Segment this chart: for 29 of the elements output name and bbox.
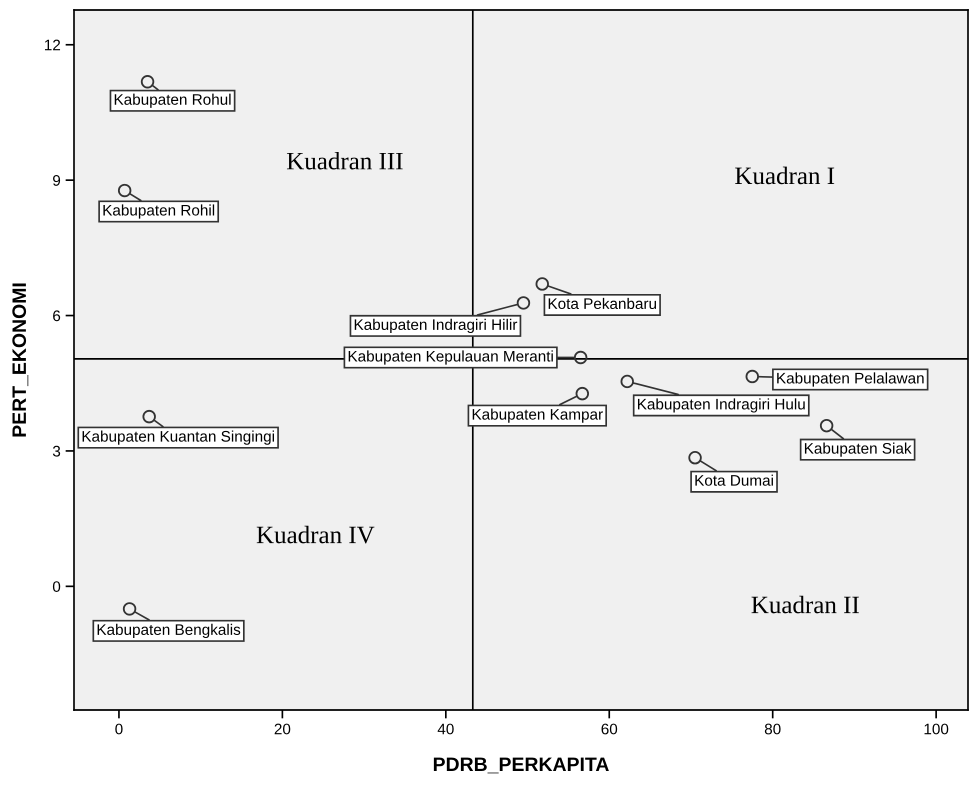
annotation: Kuadran IV xyxy=(256,526,374,544)
y-tick-label: 9 xyxy=(53,175,60,186)
data-label: Kabupaten Indragiri Hulu xyxy=(638,398,805,413)
data-label: Kabupaten Kuantan Singingi xyxy=(82,430,274,445)
x-tick-label: 80 xyxy=(764,724,781,734)
x-tick-label: 0 xyxy=(115,724,123,734)
data-label: Kabupaten Kampar xyxy=(472,408,603,423)
data-label: Kota Dumai xyxy=(695,474,773,486)
annotation: Kuadran III xyxy=(286,152,403,170)
data-label: Kota Pekanbaru xyxy=(548,298,656,310)
data-label: Kabupaten Rohil xyxy=(103,204,214,219)
data-label: Kabupaten Pelalawan xyxy=(777,372,924,387)
annotation: Kuadran I xyxy=(735,166,834,184)
x-axis-title: PDRB_PERKAPITA xyxy=(434,758,609,774)
x-tick-label: 100 xyxy=(924,724,948,734)
data-label: Kabupaten Siak xyxy=(804,442,912,457)
data-label: Kabupaten Kepulauan Meranti xyxy=(348,350,553,365)
data-label: Kabupaten Bengkalis xyxy=(98,624,240,638)
annotation: Kuadran II xyxy=(752,596,859,614)
y-tick-label: 0 xyxy=(52,581,60,592)
x-tick-label: 60 xyxy=(602,724,618,734)
y-axis-title: PERT_EKONOMI xyxy=(12,284,28,436)
y-tick-label: 6 xyxy=(53,310,60,322)
y-tick-label: 3 xyxy=(52,446,60,457)
x-tick-label: 20 xyxy=(274,724,290,734)
data-label: Kabupaten Rohul xyxy=(114,94,231,108)
x-tick-label: 40 xyxy=(438,724,454,734)
y-tick-label: 12 xyxy=(44,40,60,50)
data-label: Kabupaten Indragiri Hilir xyxy=(354,318,518,334)
